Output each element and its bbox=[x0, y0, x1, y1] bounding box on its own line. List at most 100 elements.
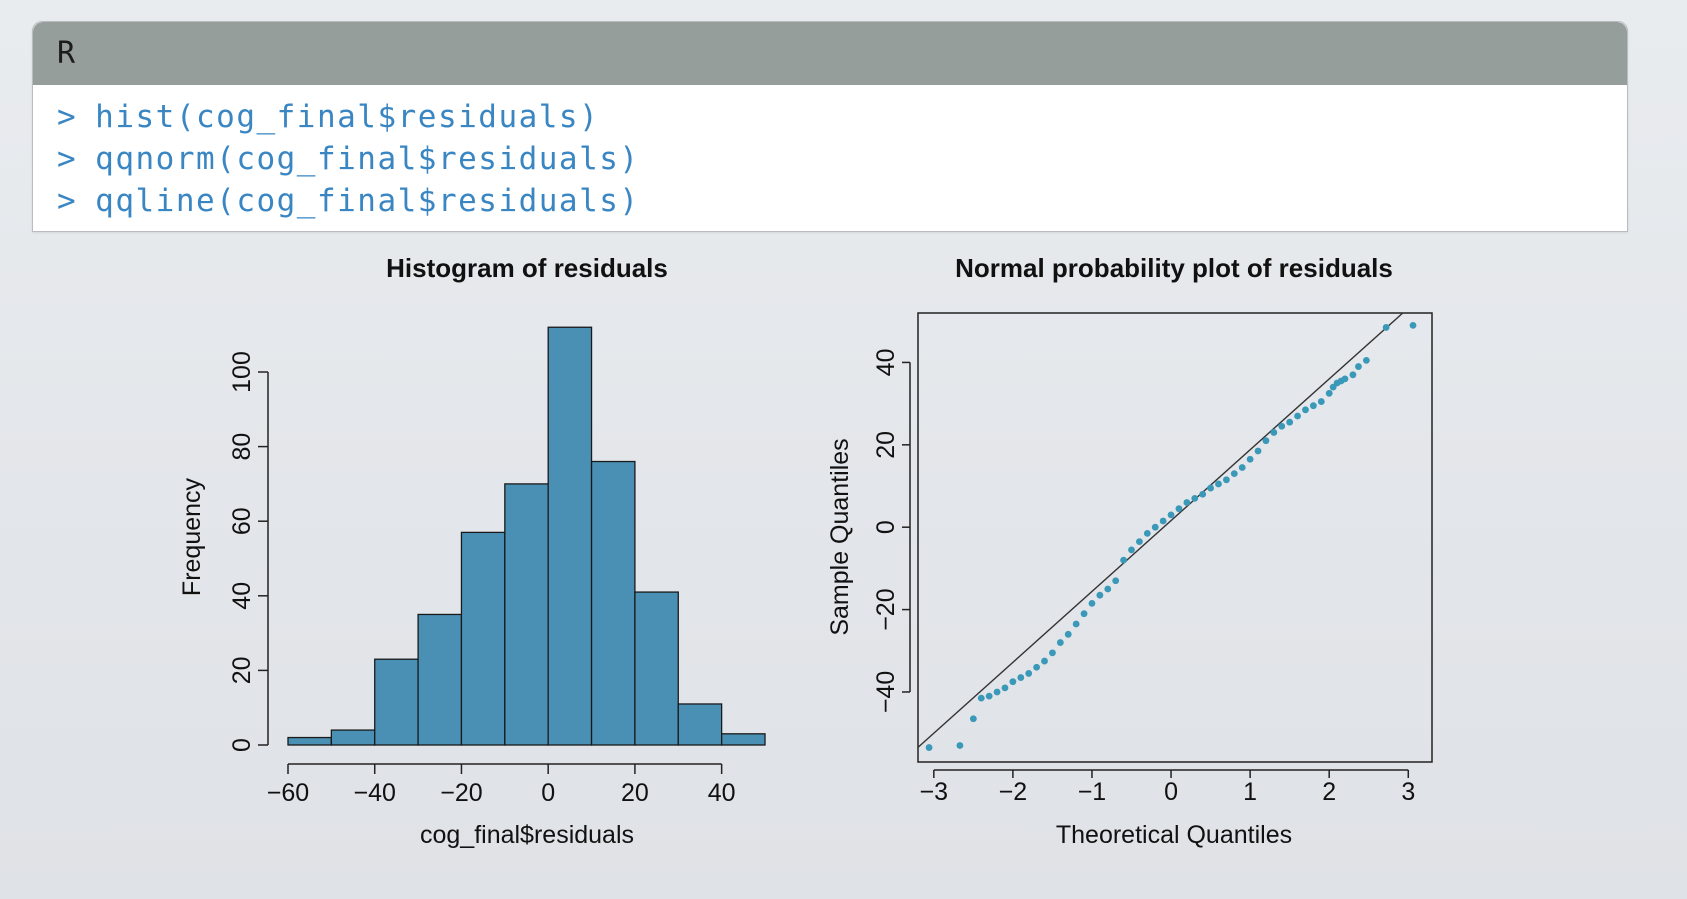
qq-point bbox=[1136, 538, 1143, 546]
qq-point bbox=[985, 692, 993, 700]
qq-point bbox=[956, 742, 964, 749]
histogram-bar bbox=[330, 729, 376, 746]
code-line: > qqnorm(cog_final$residuals) bbox=[57, 138, 1627, 180]
prompt-symbol: > bbox=[57, 183, 78, 219]
qq-point bbox=[1175, 505, 1183, 513]
qq-point bbox=[1223, 476, 1230, 484]
qq-y-label: Sample Quantiles bbox=[826, 438, 854, 635]
y-tick-label: 100 bbox=[228, 351, 256, 393]
histogram-y-label: Frequency bbox=[178, 477, 206, 596]
y-tick-label: 0 bbox=[872, 520, 900, 534]
histogram-bar bbox=[634, 591, 679, 746]
qq-y-axis: −40 −20 0 20 40 bbox=[872, 349, 911, 713]
histogram-bar bbox=[720, 733, 766, 746]
qq-point bbox=[977, 694, 985, 702]
histogram-chart: Histogram of residuals −60 −40 −20 0 20 40 0 2… bbox=[178, 253, 766, 849]
x-tick-label: −1 bbox=[1078, 778, 1107, 806]
qq-point bbox=[1191, 494, 1199, 502]
qq-point bbox=[1128, 546, 1135, 554]
x-tick-label: 1 bbox=[1243, 778, 1257, 806]
histogram-y-axis: 0 20 40 60 80 100 bbox=[228, 351, 269, 752]
code-text: qqline(cog_final$residuals) bbox=[95, 183, 640, 219]
qq-point bbox=[1270, 429, 1278, 436]
qq-point bbox=[1317, 398, 1325, 405]
code-body: > hist(cog_final$residuals) > qqnorm(cog_f… bbox=[33, 85, 1627, 222]
code-language-label: R bbox=[57, 36, 76, 71]
code-header: R bbox=[33, 22, 1627, 85]
qq-point bbox=[925, 744, 933, 751]
qq-point bbox=[1262, 437, 1270, 445]
y-tick-label: 20 bbox=[872, 431, 900, 459]
histogram-bar bbox=[417, 613, 463, 746]
qq-point bbox=[1041, 657, 1048, 665]
code-panel: R > hist(cog_final$residuals) > qqnorm(cog… bbox=[32, 21, 1628, 232]
y-tick-label: −20 bbox=[872, 588, 900, 630]
histogram-bar bbox=[547, 326, 593, 746]
qq-point bbox=[1254, 447, 1262, 455]
qq-point bbox=[1096, 591, 1104, 599]
histogram-x-label: cog_final$residuals bbox=[420, 821, 634, 849]
qq-point bbox=[993, 688, 1001, 696]
histogram-bar bbox=[504, 483, 549, 746]
qq-point bbox=[1230, 470, 1238, 478]
y-tick-label: 80 bbox=[228, 433, 256, 461]
qq-point bbox=[1286, 418, 1294, 426]
y-tick-label: 0 bbox=[228, 738, 256, 752]
qq-point bbox=[1017, 674, 1025, 681]
qq-point bbox=[1382, 324, 1390, 331]
qq-point bbox=[1072, 620, 1080, 628]
x-tick-label: −40 bbox=[354, 779, 396, 807]
qq-point bbox=[1104, 585, 1112, 593]
histogram-bar bbox=[460, 531, 506, 746]
qq-point bbox=[1049, 649, 1056, 657]
histogram-bar bbox=[287, 736, 333, 746]
qq-point bbox=[1199, 490, 1207, 498]
qq-point bbox=[1355, 363, 1362, 370]
qq-x-label: Theoretical Quantiles bbox=[1056, 821, 1292, 849]
x-tick-label: −60 bbox=[267, 779, 309, 807]
qq-point bbox=[1056, 639, 1064, 646]
qq-point bbox=[1349, 371, 1357, 379]
qq-point bbox=[1309, 402, 1317, 410]
qq-chart: Normal probability plot of residuals −3−… bbox=[826, 253, 1433, 849]
y-tick-label: −40 bbox=[872, 671, 900, 713]
qq-point bbox=[1033, 663, 1041, 671]
qq-point bbox=[1207, 484, 1214, 492]
prompt-symbol: > bbox=[57, 99, 78, 135]
qq-point bbox=[1025, 670, 1033, 677]
histogram-bars bbox=[287, 326, 766, 746]
qq-point bbox=[1246, 455, 1254, 463]
x-tick-label: −3 bbox=[920, 778, 949, 806]
qq-point bbox=[1325, 389, 1333, 397]
qq-point bbox=[1183, 499, 1191, 506]
qq-point bbox=[1278, 422, 1286, 430]
x-tick-label: −2 bbox=[999, 778, 1028, 806]
y-tick-label: 40 bbox=[872, 349, 900, 377]
code-line: > hist(cog_final$residuals) bbox=[57, 96, 1627, 138]
qq-point bbox=[1112, 577, 1120, 585]
qq-point bbox=[1215, 480, 1222, 488]
histogram-title: Histogram of residuals bbox=[386, 253, 668, 283]
y-tick-label: 60 bbox=[228, 507, 256, 535]
qq-points bbox=[925, 321, 1417, 751]
qq-point bbox=[1143, 529, 1151, 537]
histogram-bar bbox=[374, 658, 419, 746]
x-tick-label: −20 bbox=[440, 779, 482, 807]
code-text: hist(cog_final$residuals) bbox=[95, 99, 600, 135]
y-tick-label: 20 bbox=[228, 656, 256, 684]
qq-point bbox=[1409, 321, 1417, 329]
x-tick-label: 2 bbox=[1322, 778, 1336, 806]
qq-point bbox=[1341, 375, 1349, 383]
code-line: > qqline(cog_final$residuals) bbox=[57, 180, 1627, 222]
y-tick-label: 40 bbox=[228, 582, 256, 610]
qq-point bbox=[1238, 464, 1246, 471]
qq-point bbox=[969, 715, 977, 723]
prompt-symbol: > bbox=[57, 141, 78, 177]
qq-point bbox=[1167, 511, 1175, 519]
x-tick-label: 3 bbox=[1401, 778, 1415, 806]
x-tick-label: 0 bbox=[541, 779, 555, 807]
code-text: qqnorm(cog_final$residuals) bbox=[95, 141, 640, 177]
qq-reference-line bbox=[917, 312, 1404, 748]
x-tick-label: 0 bbox=[1164, 778, 1178, 806]
